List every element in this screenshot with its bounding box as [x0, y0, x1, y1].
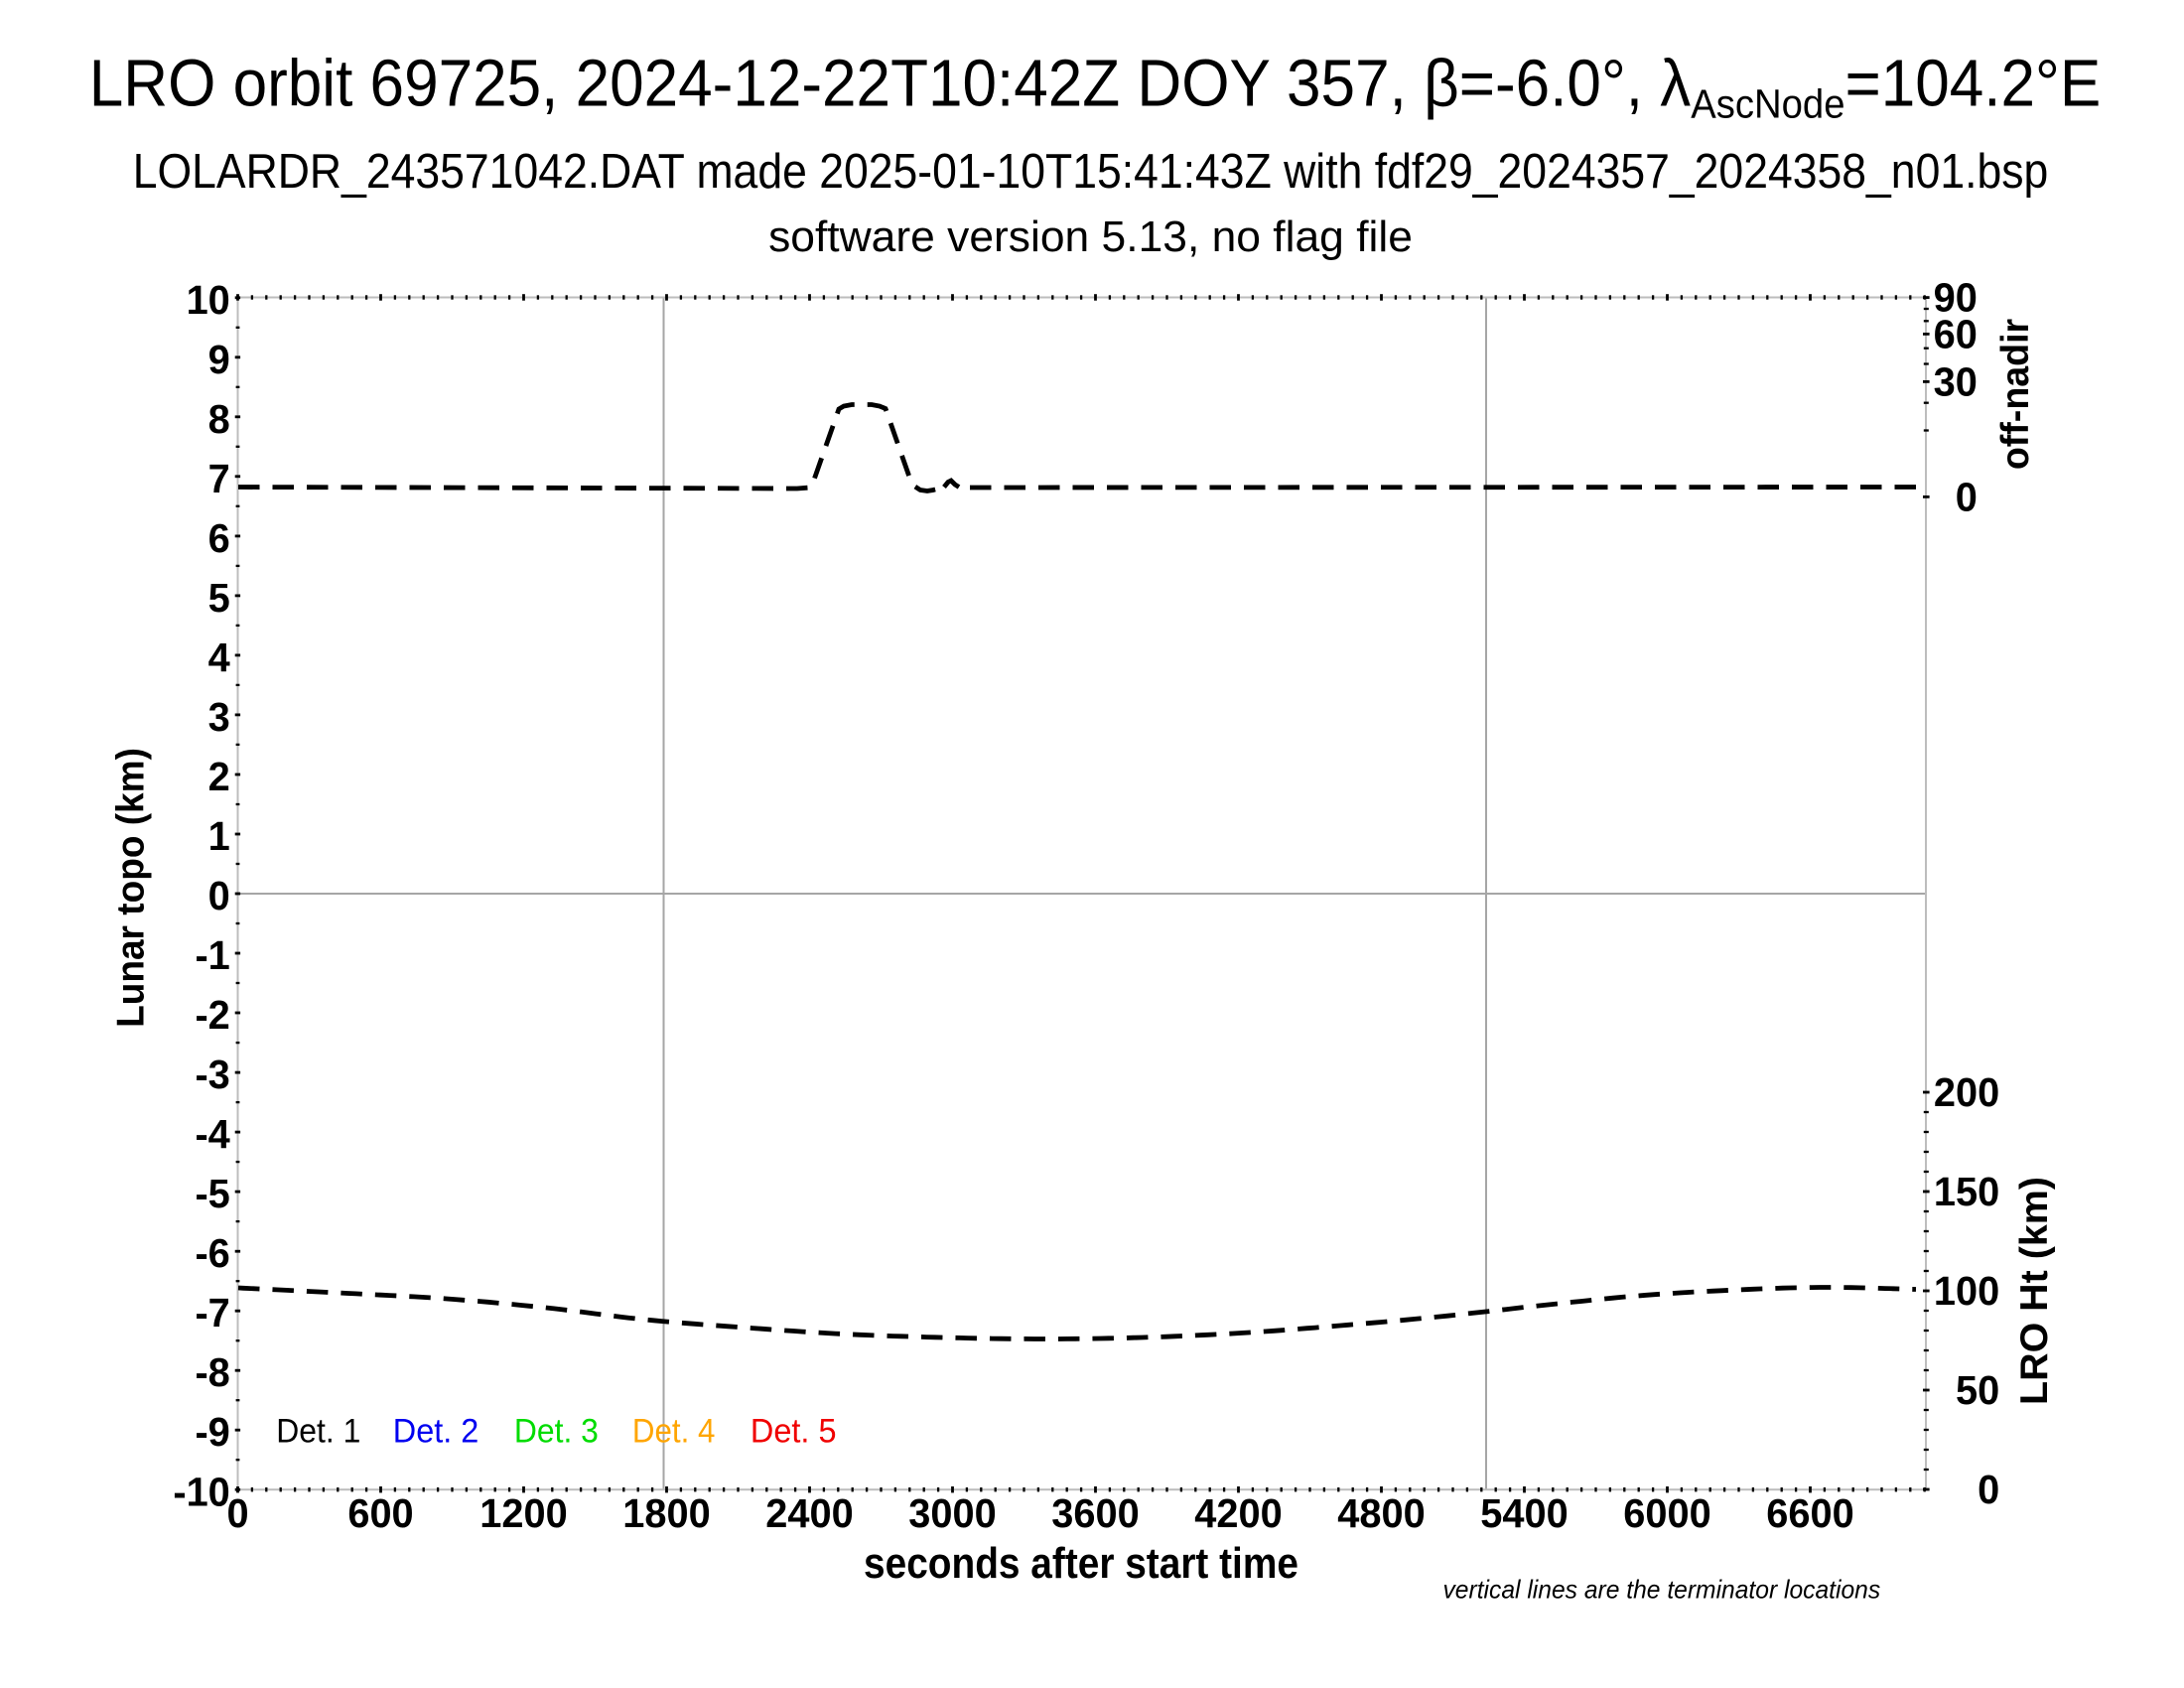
svg-text:-1: -1 — [195, 931, 229, 978]
svg-text:50: 50 — [1956, 1366, 1999, 1413]
svg-text:10: 10 — [187, 276, 230, 323]
svg-text:4200: 4200 — [1194, 1489, 1282, 1536]
svg-text:3: 3 — [208, 693, 230, 740]
svg-text:3000: 3000 — [908, 1489, 996, 1536]
svg-text:-10: -10 — [173, 1469, 229, 1515]
svg-text:3600: 3600 — [1051, 1489, 1139, 1536]
svg-text:4: 4 — [208, 633, 231, 680]
svg-text:-9: -9 — [195, 1409, 229, 1456]
svg-text:-8: -8 — [195, 1349, 229, 1396]
svg-text:200: 200 — [1934, 1068, 1999, 1115]
svg-text:off-nadir: off-nadir — [1993, 319, 2037, 470]
svg-text:-2: -2 — [195, 991, 229, 1038]
svg-text:6000: 6000 — [1623, 1489, 1710, 1536]
svg-text:2: 2 — [208, 753, 230, 799]
svg-text:1: 1 — [208, 812, 230, 859]
svg-text:8: 8 — [208, 395, 230, 442]
svg-text:Det. 5: Det. 5 — [751, 1412, 837, 1450]
svg-text:-3: -3 — [195, 1052, 229, 1098]
svg-text:software version 5.13, no flag: software version 5.13, no flag file — [768, 212, 1413, 261]
svg-text:100: 100 — [1934, 1267, 1999, 1314]
svg-text:0: 0 — [1956, 474, 1978, 520]
svg-text:5: 5 — [208, 574, 230, 621]
svg-text:Det. 4: Det. 4 — [632, 1411, 716, 1450]
svg-text:-6: -6 — [195, 1230, 229, 1277]
svg-text:6: 6 — [208, 514, 230, 561]
svg-text:1200: 1200 — [479, 1489, 567, 1536]
svg-text:90: 90 — [1934, 274, 1978, 321]
svg-text:seconds after start time: seconds after start time — [864, 1538, 1298, 1588]
svg-text:0: 0 — [208, 872, 230, 918]
svg-text:2400: 2400 — [765, 1489, 853, 1536]
svg-text:150: 150 — [1934, 1168, 1999, 1214]
svg-text:30: 30 — [1934, 358, 1978, 405]
svg-text:600: 600 — [347, 1489, 413, 1536]
svg-text:0: 0 — [226, 1489, 248, 1536]
svg-text:-7: -7 — [195, 1290, 229, 1336]
svg-text:LRO Ht (km): LRO Ht (km) — [2013, 1177, 2056, 1405]
svg-text:Det. 1: Det. 1 — [276, 1412, 360, 1450]
svg-text:Lunar topo (km): Lunar topo (km) — [110, 748, 153, 1028]
svg-text:0: 0 — [1978, 1466, 1999, 1512]
svg-text:6600: 6600 — [1766, 1489, 1853, 1536]
svg-text:vertical lines are the termina: vertical lines are the terminator locati… — [1443, 1576, 1881, 1605]
svg-text:LOLARDR_243571042.DAT made 202: LOLARDR_243571042.DAT made 2025-01-10T15… — [133, 144, 2049, 198]
svg-text:1800: 1800 — [622, 1489, 710, 1536]
svg-text:5400: 5400 — [1480, 1489, 1568, 1536]
svg-text:9: 9 — [208, 336, 230, 382]
svg-text:-4: -4 — [195, 1111, 230, 1158]
svg-text:Det. 3: Det. 3 — [514, 1412, 599, 1450]
svg-text:4800: 4800 — [1337, 1489, 1425, 1536]
svg-text:-5: -5 — [195, 1171, 229, 1217]
svg-text:Det. 2: Det. 2 — [393, 1412, 478, 1450]
svg-text:60: 60 — [1934, 311, 1978, 357]
svg-text:7: 7 — [208, 455, 230, 501]
